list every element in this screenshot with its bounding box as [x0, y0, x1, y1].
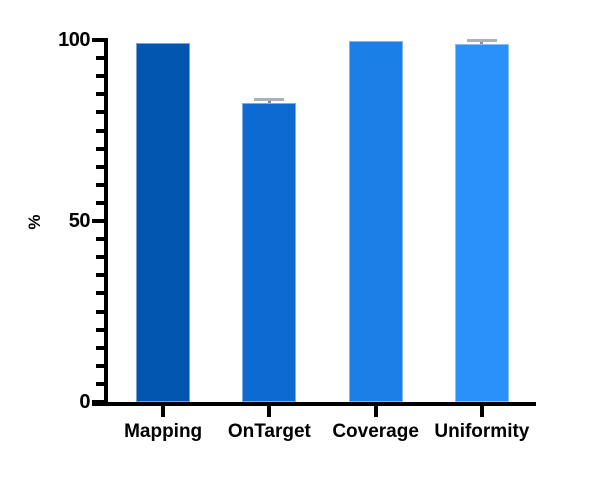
y-axis-line	[104, 38, 108, 406]
y-axis-title: %	[25, 214, 44, 230]
error-bar-stem	[267, 99, 271, 106]
y-minor-tick	[96, 183, 104, 187]
x-axis-line	[92, 402, 536, 406]
y-minor-tick	[96, 255, 104, 259]
y-minor-tick	[96, 92, 104, 96]
x-category-label: Mapping	[124, 421, 203, 442]
y-tick-label: 100	[58, 29, 90, 51]
y-minor-tick	[96, 147, 104, 151]
y-minor-tick	[96, 310, 104, 314]
bar-mapping	[136, 42, 191, 402]
y-minor-tick	[96, 129, 104, 133]
x-category-label: OnTarget	[227, 421, 311, 442]
bar-ontarget	[242, 103, 297, 402]
y-minor-tick	[96, 201, 104, 205]
y-minor-tick	[96, 328, 104, 332]
x-category-label: Uniformity	[434, 421, 530, 442]
y-minor-tick	[96, 273, 104, 277]
error-bar-stem	[480, 40, 484, 47]
y-minor-tick	[96, 364, 104, 368]
x-tick	[161, 406, 166, 417]
x-tick	[479, 406, 484, 417]
y-minor-tick	[96, 165, 104, 169]
x-tick	[373, 406, 378, 417]
y-minor-tick	[96, 110, 104, 114]
error-bar-cap	[254, 97, 285, 101]
y-minor-tick	[96, 291, 104, 295]
y-minor-tick	[96, 74, 104, 78]
bar-coverage	[348, 40, 403, 402]
x-category-label: Coverage	[332, 421, 419, 442]
y-tick-label: 50	[68, 210, 91, 232]
y-minor-tick	[96, 346, 104, 350]
bar-uniformity	[454, 44, 509, 402]
x-tick	[267, 406, 272, 417]
y-major-tick	[92, 400, 104, 404]
y-tick-label: 0	[79, 391, 90, 413]
error-bar-cap	[466, 39, 497, 43]
y-minor-tick	[96, 237, 104, 241]
y-minor-tick	[96, 382, 104, 386]
y-minor-tick	[96, 56, 104, 60]
y-major-tick	[92, 38, 104, 42]
y-major-tick	[92, 219, 104, 223]
